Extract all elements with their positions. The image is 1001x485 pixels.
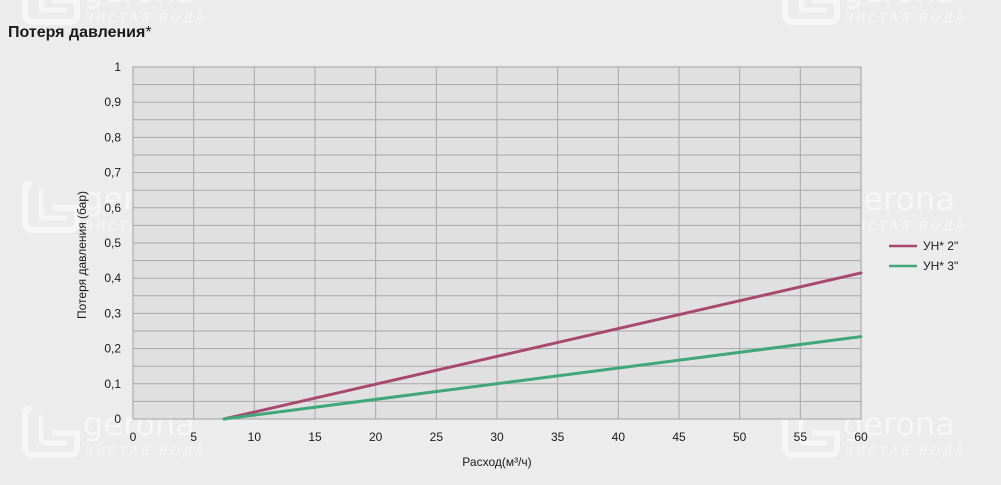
x-axis: 0 5 10 15 20 25 30 35 40 45 50 55 60 <box>130 430 868 444</box>
watermark-brand: gerona <box>843 180 955 218</box>
y-axis-label: Потеря давления (бар) <box>75 191 89 319</box>
y-tick-label: 0,3 <box>104 306 121 320</box>
watermark-tagline: ЧИСТАЯ ВОДА <box>845 11 967 25</box>
y-tick-label: 0 <box>114 412 121 426</box>
x-tick-label: 35 <box>551 430 565 444</box>
x-axis-label: Расход(м³/ч) <box>462 455 531 469</box>
y-axis: 0 0,1 0,2 0,3 0,4 0,5 0,6 0,7 0,8 0,9 1 <box>104 60 121 426</box>
y-tick-label: 0,6 <box>104 201 121 215</box>
watermark-tagline: ЧИСТАЯ ВОДА <box>845 444 967 458</box>
watermark-tagline: ЧИСТАЯ ВОДА <box>85 11 207 25</box>
x-tick-label: 50 <box>733 430 747 444</box>
x-tick-label: 15 <box>308 430 322 444</box>
y-tick-label: 0,9 <box>104 95 121 109</box>
series-line-1 <box>222 271 863 421</box>
y-tick-label: 0,1 <box>104 377 121 391</box>
watermark-brand: gerona <box>843 405 955 443</box>
watermark-tagline: ЧИСТАЯ ВОДА <box>845 219 967 233</box>
x-tick-label: 45 <box>672 430 686 444</box>
watermark-brand: gerona <box>83 0 195 10</box>
watermark-tagline: ЧИСТАЯ ВОДА <box>85 444 207 458</box>
x-tick-label: 20 <box>369 430 383 444</box>
x-tick-label: 30 <box>490 430 504 444</box>
watermark-brand: gerona <box>843 0 955 10</box>
legend-label-2: УН* 3" <box>923 259 958 273</box>
y-tick-label: 0,4 <box>104 271 121 285</box>
x-tick-label: 55 <box>794 430 808 444</box>
x-tick-label: 5 <box>190 430 197 444</box>
y-tick-label: 0,5 <box>104 236 121 250</box>
legend: УН* 2" УН* 3" <box>889 239 958 273</box>
x-tick-label: 0 <box>130 430 137 444</box>
x-tick-label: 60 <box>854 430 868 444</box>
y-tick-label: 0,2 <box>104 342 121 356</box>
x-tick-label: 25 <box>430 430 444 444</box>
x-tick-label: 40 <box>612 430 626 444</box>
y-tick-label: 0,8 <box>104 130 121 144</box>
y-tick-label: 1 <box>114 60 121 74</box>
grid <box>132 66 862 420</box>
legend-label-1: УН* 2" <box>923 239 958 253</box>
series-layer <box>222 271 863 421</box>
plot-border <box>132 66 862 420</box>
x-tick-label: 10 <box>248 430 262 444</box>
y-tick-label: 0,7 <box>104 166 121 180</box>
page-title: Потеря давления* <box>8 24 152 41</box>
series-line-2 <box>222 335 863 421</box>
